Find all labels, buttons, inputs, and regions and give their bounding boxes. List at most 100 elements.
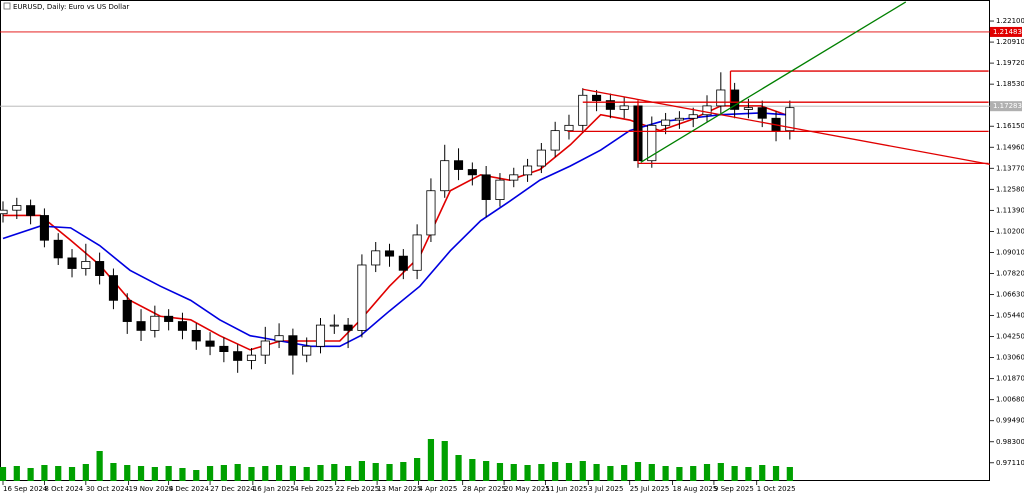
y-tick-label: 1.18530 — [996, 80, 1024, 88]
candle-body — [95, 261, 105, 276]
candle-body — [81, 261, 91, 269]
volume-bar — [717, 463, 724, 481]
x-tick-label: 8 Oct 2024 — [44, 485, 83, 493]
candle-body — [357, 264, 367, 331]
candle-body — [191, 329, 201, 342]
volume-bar — [469, 459, 476, 481]
volume-bar — [552, 462, 559, 481]
plot-frame — [0, 0, 990, 481]
candle-body — [757, 107, 767, 119]
candle-body — [371, 250, 381, 266]
candle-body — [426, 190, 436, 236]
y-tick-label: 1.05440 — [996, 312, 1024, 320]
volume-bar — [662, 466, 669, 481]
y-tick-label: 1.12580 — [996, 185, 1024, 193]
y-tick-label: 1.11390 — [996, 206, 1024, 214]
volume-bar — [358, 461, 366, 481]
volume-bar — [193, 470, 200, 481]
moving-average — [2, 112, 786, 348]
x-tick-label: 25 Jul 2025 — [630, 485, 670, 493]
volume-bar — [621, 465, 628, 481]
volume-bar — [690, 466, 697, 481]
candle-body — [246, 354, 257, 361]
y-tick-label: 1.14960 — [996, 143, 1024, 151]
volume-bar — [41, 465, 48, 481]
candle-body — [605, 100, 615, 110]
candle-body — [302, 345, 312, 356]
volume-bar — [179, 468, 186, 481]
volume-bar — [55, 466, 62, 481]
candle-body — [0, 209, 8, 215]
candle-body — [702, 105, 712, 116]
candle-body — [619, 105, 629, 110]
candle-body — [536, 149, 546, 167]
price-box — [990, 101, 1022, 112]
volume-bar — [303, 467, 310, 481]
candle-body — [743, 107, 753, 110]
candle-body — [136, 321, 146, 331]
x-tick-label: 18 Aug 2025 — [673, 485, 718, 493]
volume-bar — [731, 466, 738, 481]
x-tick-label: 16 Jan 2025 — [253, 485, 295, 493]
volume-bar — [206, 466, 214, 481]
candle-body — [219, 345, 229, 353]
price-box — [990, 26, 1022, 37]
volume-bar — [344, 466, 352, 481]
candle-body — [661, 119, 671, 126]
candle-body — [26, 205, 36, 216]
volume-bar — [510, 464, 517, 481]
candle-body — [315, 324, 326, 347]
volume-bar — [593, 464, 600, 481]
volume-bar — [496, 463, 504, 481]
symbol-icon — [3, 2, 11, 10]
volume-bar — [151, 467, 158, 481]
volume-bar — [68, 467, 76, 481]
candle-body — [67, 257, 77, 269]
candle-body — [164, 315, 174, 322]
y-tick-label: 1.06630 — [996, 291, 1024, 299]
candle-body — [467, 169, 477, 176]
candle-body — [108, 275, 118, 301]
volume-bar — [676, 467, 683, 481]
candle-body — [523, 165, 533, 176]
volume-bar — [386, 464, 393, 481]
x-tick-label: 19 Nov 2024 — [129, 485, 174, 493]
candle-body — [564, 124, 574, 132]
volume-bar — [524, 465, 531, 481]
candle-body — [274, 335, 284, 342]
volume-bar — [289, 466, 296, 481]
volume-bar — [124, 465, 131, 481]
volume-bar — [220, 465, 227, 481]
volume-bar — [137, 466, 145, 481]
y-tick-label: 1.07820 — [996, 269, 1024, 277]
y-tick-label: 1.22100 — [996, 17, 1024, 25]
candle-body — [647, 124, 657, 162]
candle-body — [785, 107, 795, 132]
candle-body — [288, 335, 298, 356]
volume-bar — [234, 464, 241, 481]
volume-bar — [248, 467, 255, 481]
volume-bar — [165, 466, 172, 481]
volume-bar — [96, 451, 103, 481]
volume-bar — [372, 463, 379, 481]
candle-body — [39, 215, 49, 241]
y-tick-label: 1.13770 — [996, 164, 1024, 172]
price-label: 1.17283 — [993, 102, 1022, 110]
x-tick-label: 16 Sep 2024 — [3, 485, 48, 493]
volume-bar — [759, 465, 766, 481]
x-tick-label: 22 Feb 2025 — [336, 485, 380, 493]
candle-body — [481, 174, 491, 200]
volume-bar — [565, 463, 573, 481]
y-tick-label: 0.97110 — [996, 459, 1024, 467]
x-tick-label: 4 Feb 2025 — [294, 485, 333, 493]
volume-bar — [400, 462, 407, 481]
candle-body — [205, 340, 215, 347]
candle-body — [412, 234, 422, 271]
x-tick-label: 27 Dec 2024 — [210, 485, 255, 493]
y-tick-label: 1.10200 — [996, 227, 1024, 235]
volume-bar — [110, 463, 117, 481]
x-tick-label: 13 Mar 2025 — [377, 485, 421, 493]
candle-body — [592, 94, 602, 101]
chart-title: EURUSD, Daily: Euro vs US Dollar — [13, 3, 129, 11]
